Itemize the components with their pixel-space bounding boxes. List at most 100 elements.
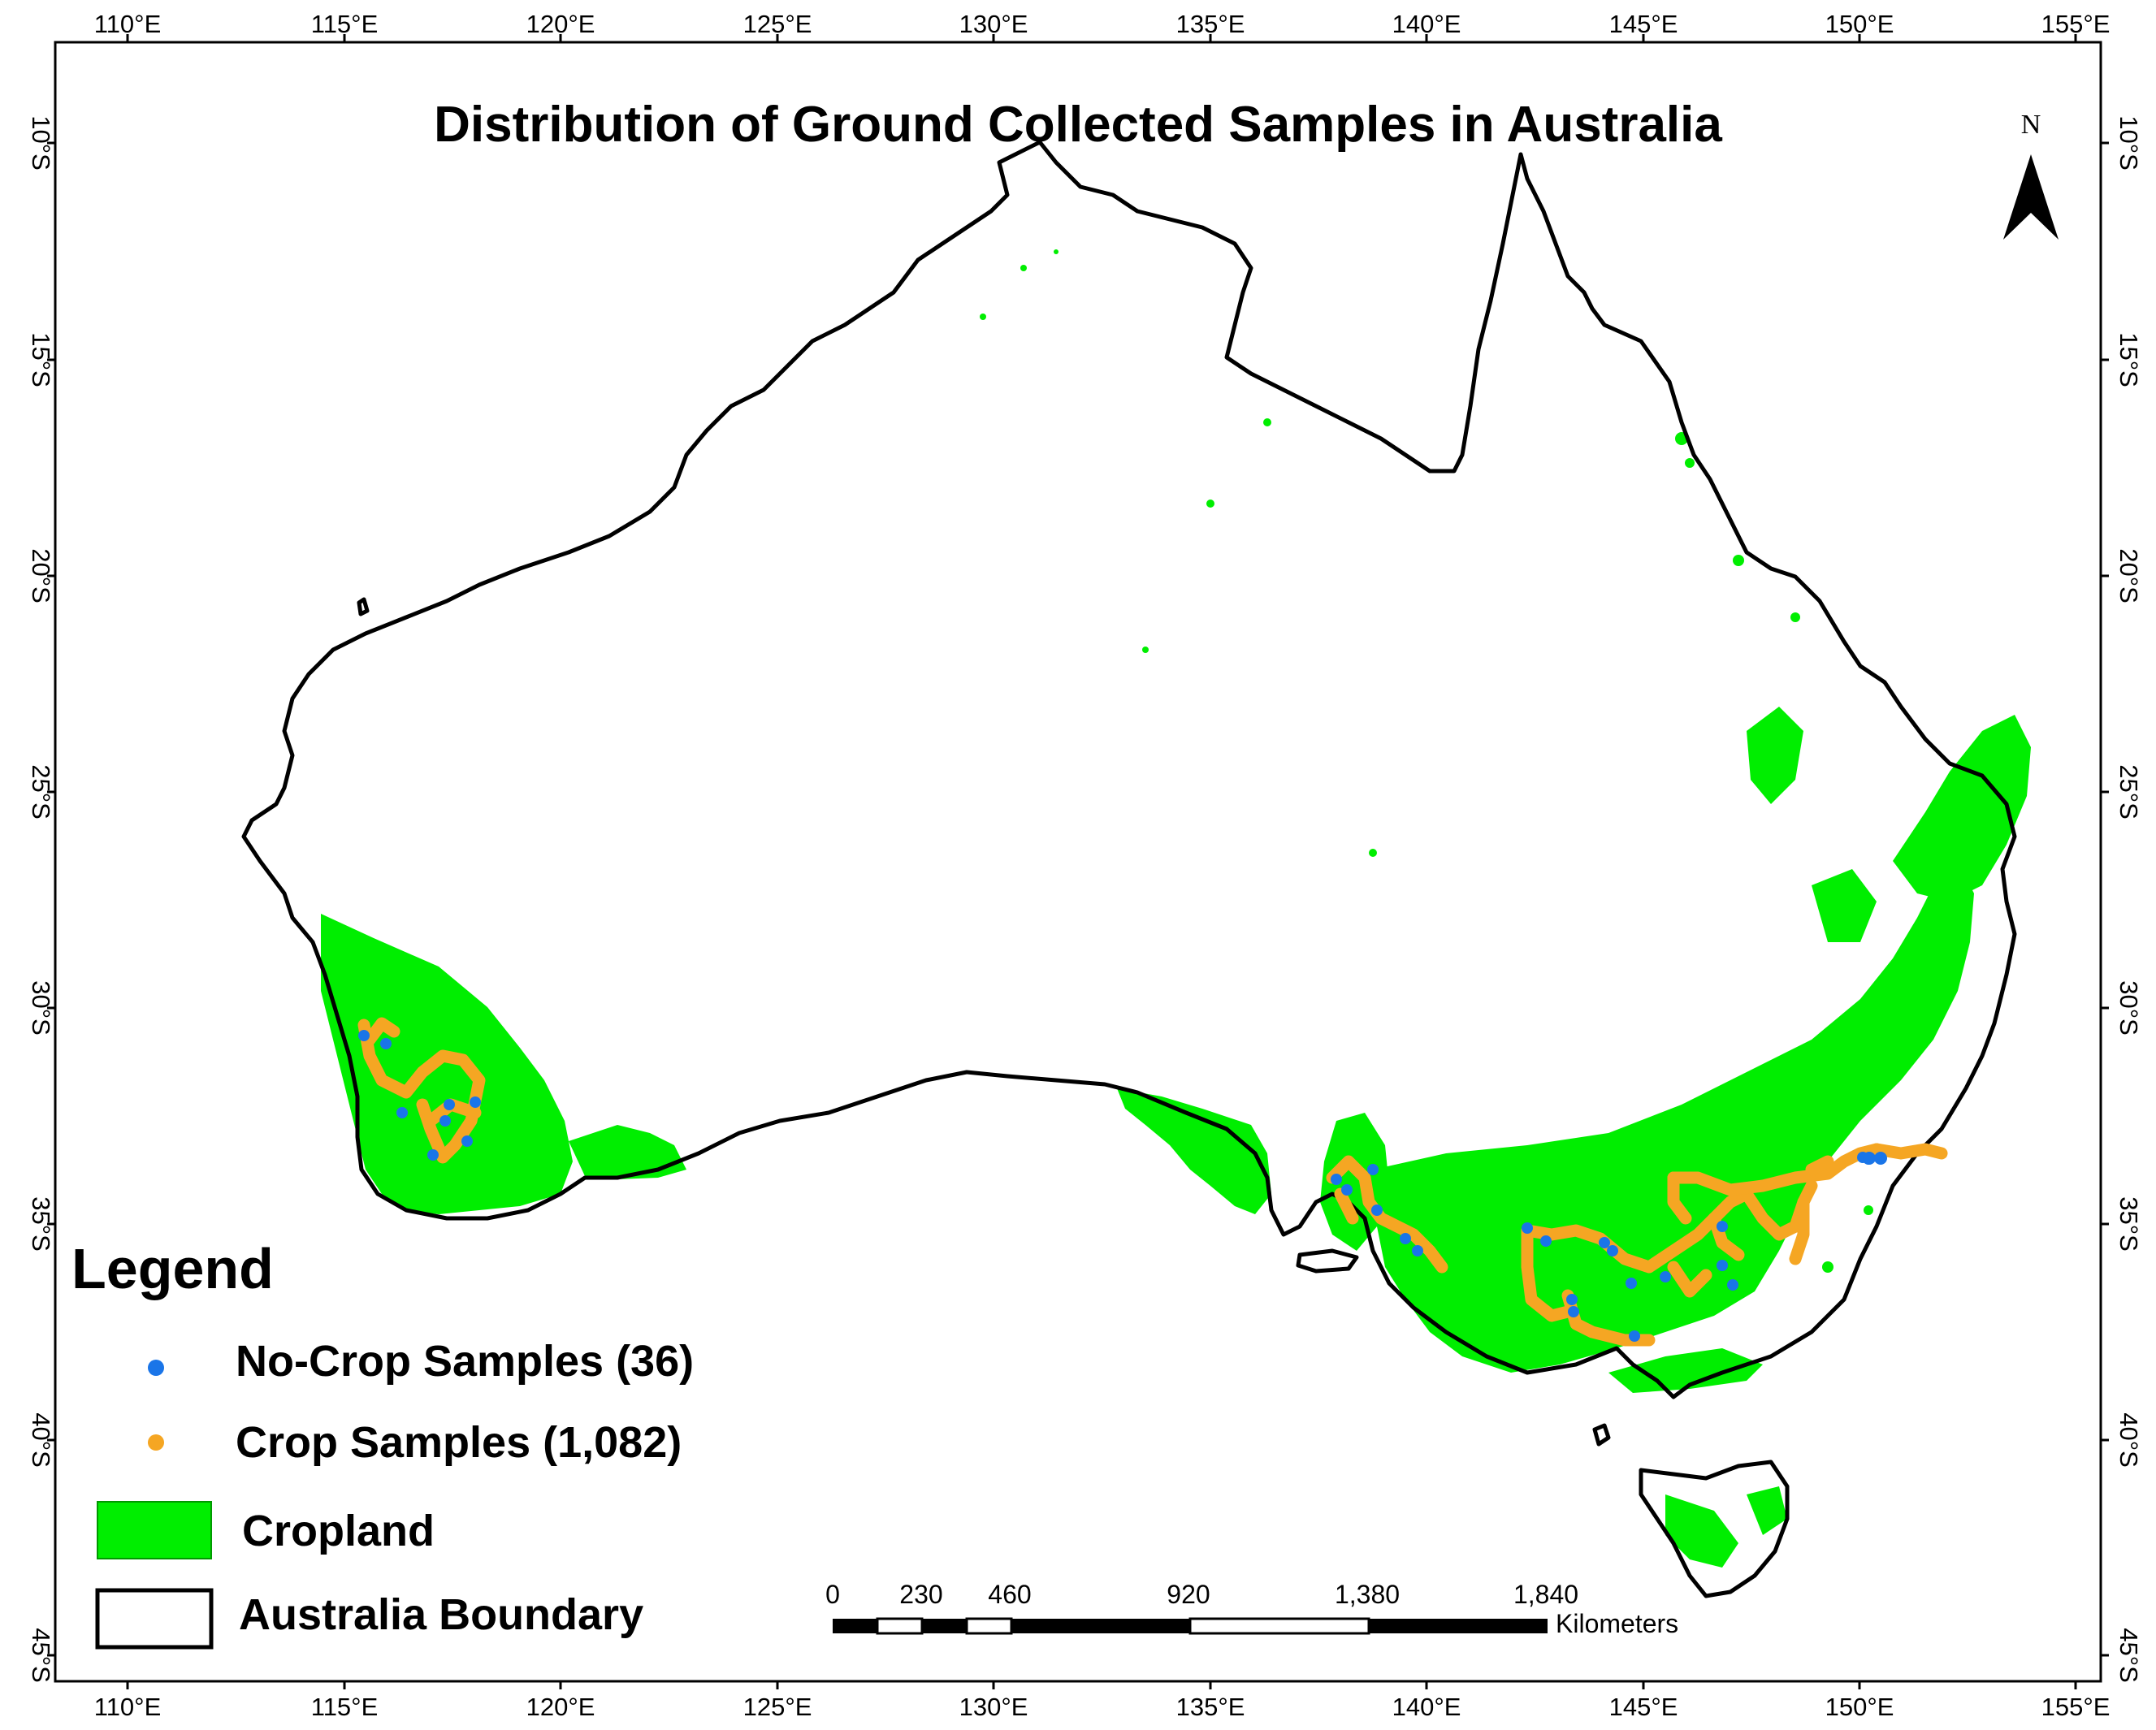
scale-label: 920 xyxy=(1167,1580,1210,1609)
australia-boundary xyxy=(241,140,2017,1598)
scale-bar: 0 230 460 920 1,380 1,840 Kilometers xyxy=(825,1580,1678,1638)
lon-label: 135°E xyxy=(1176,1693,1245,1721)
no-crop-sample xyxy=(1607,1245,1618,1256)
legend-no-crop-label: No-Crop Samples (36) xyxy=(236,1337,694,1386)
no-crop-sample xyxy=(444,1099,455,1110)
scale-label: 1,380 xyxy=(1335,1580,1400,1609)
no-crop-sample xyxy=(1540,1235,1552,1247)
lon-label: 150°E xyxy=(1825,10,1894,38)
crop-sample-track xyxy=(1667,1261,1712,1298)
lon-label: 145°E xyxy=(1609,1693,1678,1721)
scale-segment xyxy=(1188,1617,1370,1635)
no-crop-sample xyxy=(1400,1233,1411,1244)
lon-labels-top: 110°E 115°E 120°E 125°E 130°E 135°E 140°… xyxy=(94,10,2111,38)
crop-sample-track xyxy=(357,1019,486,1164)
crop-sample-track xyxy=(1667,1143,1883,1196)
lat-labels-left: 10°S 15°S 20°S 25°S 30°S 35°S 40°S 45°S xyxy=(27,115,55,1683)
no-crop-sample xyxy=(1626,1278,1637,1289)
crop-sample-track xyxy=(1521,1179,1818,1274)
no-crop-sample xyxy=(470,1096,481,1108)
lon-label: 120°E xyxy=(526,1693,595,1721)
lon-label: 130°E xyxy=(959,1693,1028,1721)
no-crop-sample xyxy=(1412,1245,1423,1256)
map-title: Distribution of Ground Collected Samples… xyxy=(434,97,1722,153)
no-crop-sample xyxy=(427,1149,439,1161)
lat-label: 10°S xyxy=(2115,115,2143,171)
lat-label: 20°S xyxy=(27,548,55,603)
lon-label: 110°E xyxy=(94,1693,162,1721)
lat-label: 15°S xyxy=(27,332,55,387)
lat-labels-right: 10°S 15°S 20°S 25°S 30°S 35°S 40°S 45°S xyxy=(2115,115,2143,1683)
lon-label: 130°E xyxy=(959,10,1028,38)
legend-boundary-label: Australia Boundary xyxy=(239,1590,643,1639)
crop-sample-track xyxy=(1667,1171,1692,1225)
scale-segment xyxy=(1369,1619,1548,1633)
crop-sample-track xyxy=(1805,1155,1834,1176)
lon-label: 140°E xyxy=(1392,10,1461,38)
no-crop-sample xyxy=(1566,1294,1578,1305)
lon-labels-bottom: 110°E 115°E 120°E 125°E 130°E 135°E 140°… xyxy=(94,1693,2111,1721)
crop-sample-track xyxy=(1521,1224,1574,1322)
lat-label: 35°S xyxy=(2115,1196,2143,1252)
lat-label: 40°S xyxy=(27,1412,55,1468)
north-label: N xyxy=(2021,110,2041,140)
lat-ticks xyxy=(47,141,2109,1657)
map-frame xyxy=(54,41,2102,1683)
lon-label: 120°E xyxy=(526,10,595,38)
no-crop-sample xyxy=(396,1107,408,1118)
no-crop-sample xyxy=(1717,1221,1728,1232)
lat-label: 15°S xyxy=(2115,332,2143,387)
lon-label: 155°E xyxy=(2041,1693,2111,1721)
lon-label: 150°E xyxy=(1825,1693,1894,1721)
legend-boundary-swatch xyxy=(95,1588,214,1650)
legend-no-crop-swatch xyxy=(148,1360,164,1376)
no-crop-sample xyxy=(1717,1260,1728,1271)
lat-label: 45°S xyxy=(27,1628,55,1683)
lon-label: 140°E xyxy=(1392,1693,1461,1721)
no-crop-sample xyxy=(1568,1306,1579,1317)
crop-sample-track xyxy=(1789,1196,1810,1265)
lon-label: 145°E xyxy=(1609,10,1678,38)
lat-label: 25°S xyxy=(27,764,55,820)
north-arrow-icon: N xyxy=(2003,110,2059,240)
legend: Legend No-Crop Samples (36) Crop Samples… xyxy=(71,1237,694,1650)
scale-segment xyxy=(922,1619,967,1633)
legend-cropland-label: Cropland xyxy=(242,1507,435,1555)
scale-label: 0 xyxy=(825,1580,840,1609)
no-crop-sample xyxy=(1599,1237,1610,1248)
scale-label: 230 xyxy=(899,1580,942,1609)
lat-label: 40°S xyxy=(2115,1412,2143,1468)
no-crop-sample xyxy=(1660,1271,1671,1282)
no-crop-sample xyxy=(1367,1164,1379,1175)
no-crop-sample xyxy=(1522,1222,1533,1234)
lon-label: 125°E xyxy=(743,1693,812,1721)
lat-label: 25°S xyxy=(2115,764,2143,820)
lon-label: 125°E xyxy=(743,10,812,38)
scale-segment xyxy=(876,1617,924,1635)
scale-label: 460 xyxy=(988,1580,1031,1609)
no-crop-sample xyxy=(439,1115,451,1127)
no-crop-sample xyxy=(358,1030,370,1041)
crop-sample-track xyxy=(363,1017,400,1046)
scale-segment xyxy=(833,1619,877,1633)
no-crop-samples-east xyxy=(1863,1152,1887,1165)
scale-label: 1,840 xyxy=(1513,1580,1578,1609)
lat-label: 30°S xyxy=(27,980,55,1036)
legend-title: Legend xyxy=(71,1237,274,1300)
lon-ticks xyxy=(126,34,2077,1689)
crop-sample-track xyxy=(1870,1143,1948,1160)
lat-label: 30°S xyxy=(2115,980,2143,1036)
legend-crop-swatch xyxy=(148,1434,164,1451)
lat-label: 10°S xyxy=(27,115,55,171)
lon-label: 115°E xyxy=(311,1693,379,1721)
no-crop-sample xyxy=(1727,1279,1738,1291)
no-crop-sample xyxy=(380,1038,392,1049)
scale-unit: Kilometers xyxy=(1556,1609,1678,1638)
no-crop-sample xyxy=(1341,1184,1353,1196)
no-crop-sample xyxy=(1331,1174,1342,1185)
no-crop-sample xyxy=(1371,1205,1383,1216)
legend-cropland-swatch xyxy=(97,1501,212,1559)
legend-crop-label: Crop Samples (1,082) xyxy=(236,1418,682,1467)
lat-label: 35°S xyxy=(27,1196,55,1252)
